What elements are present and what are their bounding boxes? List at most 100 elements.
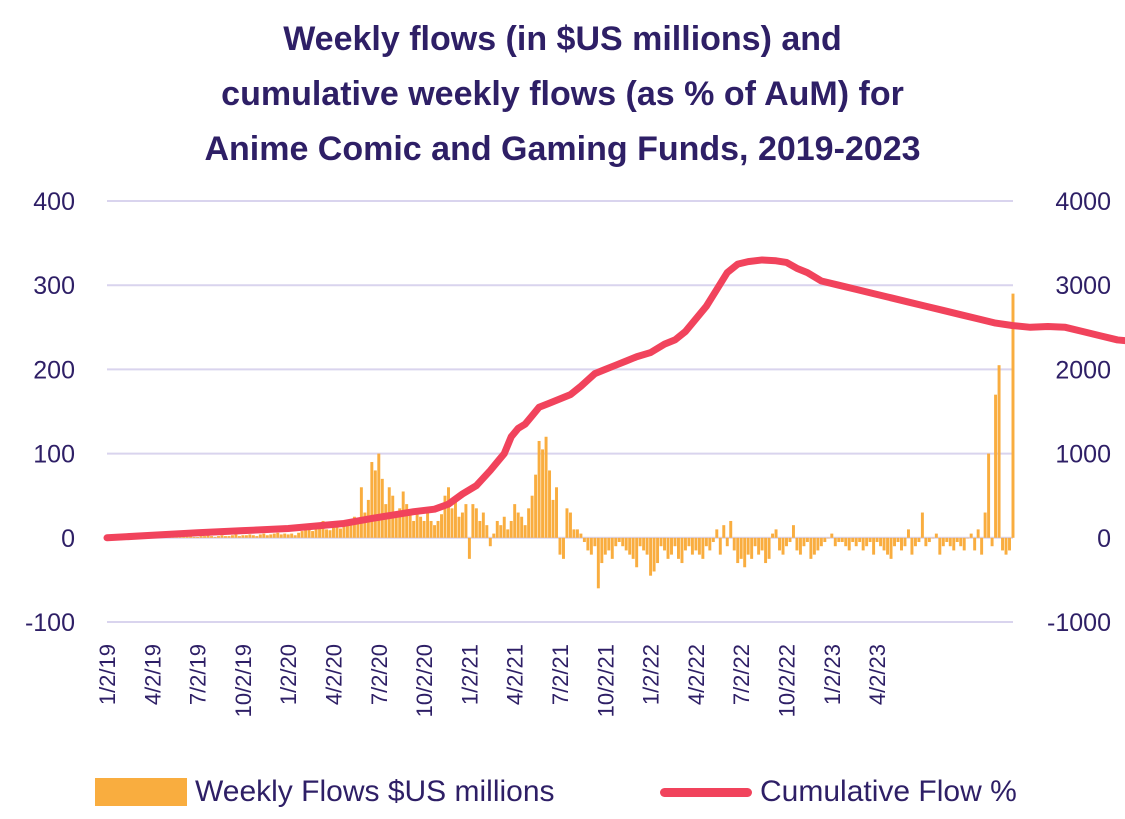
bar [537, 440, 541, 538]
bar [352, 516, 356, 538]
x-tick-label: 4/2/23 [865, 644, 890, 705]
bar [812, 537, 816, 555]
y-axis-right: -1000 0 1000 2000 3000 4000 [1047, 188, 1111, 637]
x-tick-label: 4/2/20 [322, 644, 347, 705]
bar [433, 525, 437, 538]
bar [325, 529, 329, 538]
bar [938, 537, 942, 555]
bar [879, 537, 883, 547]
bar [934, 533, 938, 538]
legend-swatch-line [660, 787, 752, 797]
bar [380, 478, 384, 538]
bar [384, 504, 388, 538]
bar [959, 537, 963, 547]
bar [920, 512, 924, 538]
bar [771, 533, 775, 538]
bar [474, 508, 478, 538]
bar [739, 537, 743, 559]
bar [213, 536, 217, 538]
bar [767, 537, 771, 559]
bar [673, 537, 677, 547]
bar [746, 537, 750, 555]
x-tick-label: 1/2/19 [95, 644, 120, 705]
bar [467, 537, 471, 559]
bar [478, 520, 482, 538]
bar [185, 536, 189, 538]
bar [182, 536, 186, 538]
bar [819, 537, 823, 547]
bar [607, 537, 611, 551]
bar [203, 536, 207, 538]
bar [217, 536, 220, 538]
bar [736, 537, 740, 564]
bar [551, 499, 555, 538]
bar [913, 537, 917, 547]
bar [847, 537, 851, 551]
legend-swatch-bar [95, 778, 187, 806]
bar [304, 529, 308, 538]
bar [697, 537, 701, 555]
bar [729, 520, 733, 538]
bar [220, 535, 224, 538]
bar [987, 453, 991, 538]
bar [248, 534, 252, 538]
bar [332, 527, 335, 538]
bar [481, 512, 485, 538]
bar [562, 537, 565, 559]
bar [426, 512, 430, 538]
bar [917, 537, 921, 543]
legend-label-cumulative-flow: Cumulative Flow % [760, 775, 1017, 808]
bar [582, 537, 586, 543]
bar [579, 533, 583, 538]
x-tick-label: 4/2/21 [503, 644, 528, 705]
bar [840, 537, 844, 543]
bar [307, 527, 311, 538]
bar [363, 512, 367, 538]
x-tick-label: 7/2/19 [186, 644, 211, 705]
bar [290, 533, 294, 538]
bar [488, 537, 492, 547]
bar [687, 537, 691, 547]
x-tick-label: 1/2/23 [820, 644, 845, 705]
legend-item-weekly-flows: Weekly Flows $US millions [95, 772, 555, 812]
cumulative-flow-line [103, 256, 1125, 542]
bar [311, 531, 315, 538]
bar [610, 537, 614, 559]
bar [924, 537, 928, 547]
bar [314, 525, 318, 538]
bar [544, 436, 548, 538]
bar [279, 534, 283, 538]
bar [952, 537, 956, 551]
bar [244, 535, 248, 538]
bar [976, 529, 980, 538]
bar [778, 537, 782, 551]
bar [893, 537, 896, 547]
bar [436, 520, 440, 538]
bar [774, 529, 778, 538]
y-right-tick-label: 0 [1097, 525, 1111, 553]
bar [415, 512, 419, 538]
bar [450, 508, 454, 538]
bar [617, 537, 621, 543]
bar [189, 536, 193, 538]
bar [596, 537, 600, 589]
bar [994, 394, 998, 538]
x-tick-label: 10/2/20 [412, 644, 437, 717]
x-tick-label: 4/2/22 [684, 644, 709, 705]
bar [830, 533, 834, 538]
bar [321, 520, 325, 538]
bar [541, 449, 545, 538]
bar [948, 537, 952, 547]
bar [342, 522, 346, 538]
bar [527, 508, 531, 538]
bar [645, 537, 649, 555]
bar [457, 516, 461, 538]
bar [286, 534, 290, 538]
bar [983, 512, 987, 538]
bar-series-weekly-flows [105, 293, 1015, 589]
bar [725, 537, 729, 547]
bar [464, 504, 468, 538]
x-tick-label: 7/2/22 [729, 644, 754, 705]
bar [1001, 537, 1005, 551]
